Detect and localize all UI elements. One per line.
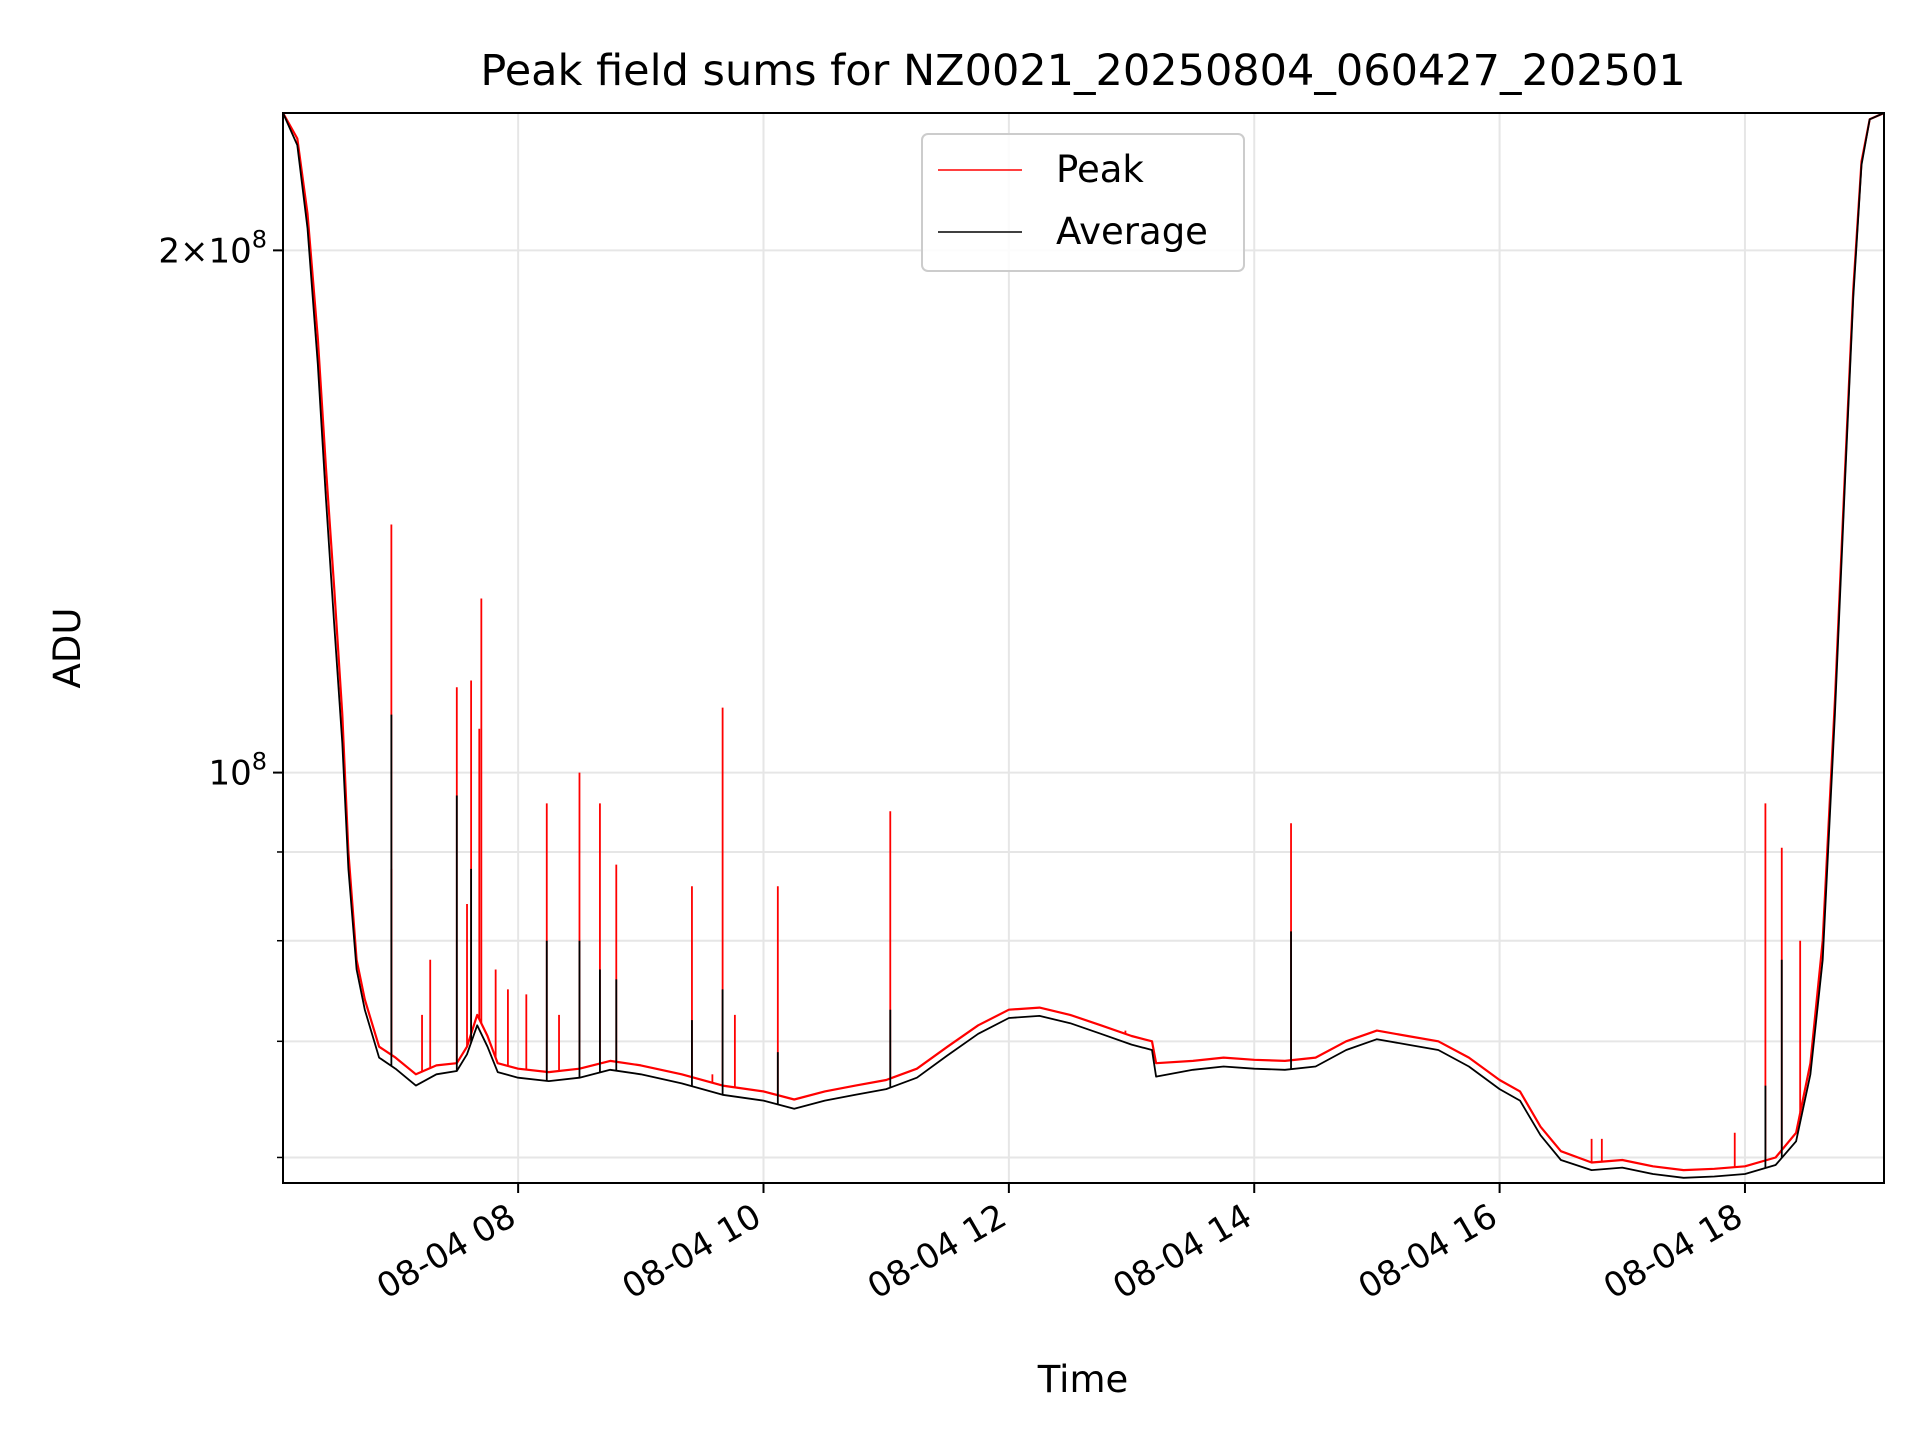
chart-title: Peak field sums for NZ0021_20250804_0604… [480, 46, 1685, 96]
grid-layer [283, 113, 1884, 1183]
legend-box [921, 133, 1245, 272]
series-line-peak [283, 113, 1884, 1172]
x-axis-label: Time [1037, 1358, 1129, 1401]
y-tick-label: 108 [208, 748, 267, 794]
series-line-average [283, 113, 1884, 1179]
series-group [283, 113, 1884, 1179]
legend-label-peak: Peak [1056, 148, 1144, 191]
legend-label-average: Average [1056, 210, 1208, 253]
y-axis-label: ADU [46, 608, 89, 689]
legend: Peak Average [921, 133, 1245, 272]
series-layer [283, 113, 1884, 1179]
y-tick-label: 2×108 [158, 225, 267, 271]
axes-frame [282, 112, 1885, 1184]
